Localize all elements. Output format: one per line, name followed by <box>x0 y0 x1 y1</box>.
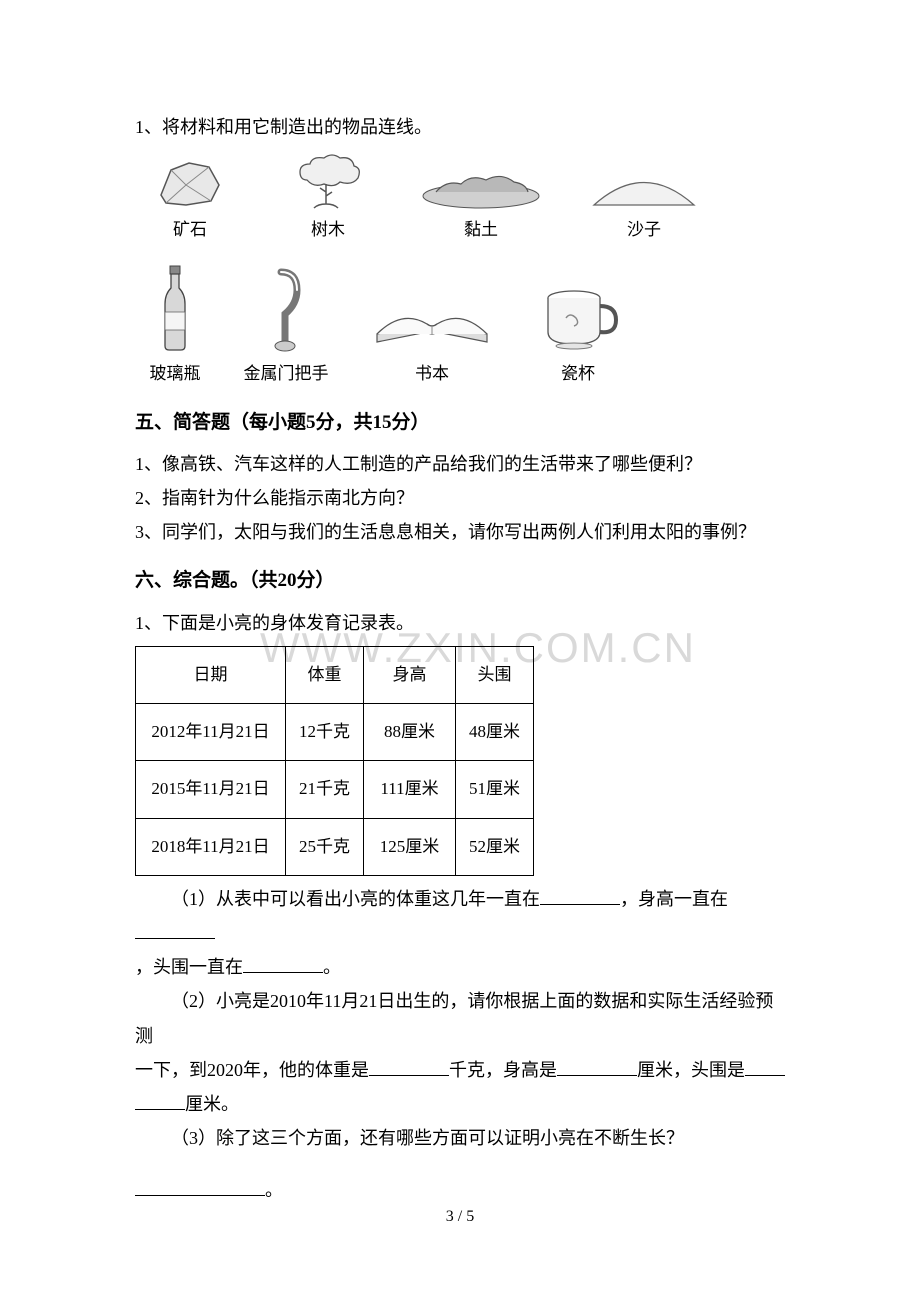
s6-sub3-tail: 。 <box>265 1180 283 1200</box>
s6-sub2-d: 厘米，头围是 <box>637 1060 745 1080</box>
clay-icon <box>416 162 546 210</box>
material-sand: 沙子 <box>579 165 709 246</box>
s5-q1: 1、像高铁、汽车这样的人工制造的产品给我们的生活带来了哪些便利？ <box>135 447 785 481</box>
material-ore: 矿石 <box>135 155 245 246</box>
table-row: 2015年11月21日 21千克 111厘米 51厘米 <box>136 761 534 818</box>
material-bottle: 玻璃瓶 <box>135 264 215 390</box>
s6-sub1-line1: （1）从表中可以看出小亮的体重这几年一直在 ，身高一直在 <box>135 882 785 950</box>
blank[interactable] <box>557 1056 637 1076</box>
s6-sub2-c: 千克，身高是 <box>449 1060 557 1080</box>
cell: 52厘米 <box>456 818 534 875</box>
handle-label: 金属门把手 <box>244 358 329 390</box>
growth-table: 日期 体重 身高 头围 2012年11月21日 12千克 88厘米 48厘米 2… <box>135 646 534 876</box>
s6-sub2-a: （2）小亮是2010年11月21日出生的，请你根据上面的数据和实际生活经验预测 <box>135 991 773 1045</box>
col-date: 日期 <box>136 646 286 703</box>
cell: 2015年11月21日 <box>136 761 286 818</box>
material-book: 书本 <box>357 284 507 390</box>
cell: 2018年11月21日 <box>136 818 286 875</box>
s6-sub1-b: ，身高一直在 <box>620 889 728 909</box>
s5-q3: 3、同学们，太阳与我们的生活息息相关，请你写出两例人们利用太阳的事例？ <box>135 515 785 549</box>
s6-sub3: （3）除了这三个方面，还有哪些方面可以证明小亮在不断生长？ <box>135 1121 785 1155</box>
table-row: 2018年11月21日 25千克 125厘米 52厘米 <box>136 818 534 875</box>
bottle-label: 玻璃瓶 <box>150 358 201 390</box>
s6-sub2-line3: 厘米。 <box>135 1087 785 1121</box>
cell: 21千克 <box>286 761 364 818</box>
s6-sub1-d: 。 <box>323 957 341 977</box>
s5-q2: 2、指南针为什么能指示南北方向？ <box>135 481 785 515</box>
cell: 88厘米 <box>364 704 456 761</box>
cell: 125厘米 <box>364 818 456 875</box>
cell: 111厘米 <box>364 761 456 818</box>
col-head: 头围 <box>456 646 534 703</box>
s6-sub2-e: 厘米。 <box>185 1094 239 1114</box>
s6-sub3-answer: 。 <box>135 1173 785 1207</box>
clay-label: 黏土 <box>464 214 498 246</box>
material-tree: 树木 <box>273 152 383 246</box>
blank[interactable] <box>745 1056 785 1076</box>
handle-icon <box>261 264 311 354</box>
cell: 12千克 <box>286 704 364 761</box>
growth-table-body: 2012年11月21日 12千克 88厘米 48厘米 2015年11月21日 2… <box>136 704 534 876</box>
blank[interactable] <box>369 1056 449 1076</box>
table-header-row: 日期 体重 身高 头围 <box>136 646 534 703</box>
bottle-icon <box>155 264 195 354</box>
sand-label: 沙子 <box>627 214 661 246</box>
cup-label: 瓷杯 <box>561 358 595 390</box>
cell: 48厘米 <box>456 704 534 761</box>
q4-1-text: 1、将材料和用它制造出的物品连线。 <box>135 110 785 144</box>
book-label: 书本 <box>415 358 449 390</box>
blank[interactable] <box>135 1090 185 1110</box>
ore-icon <box>151 155 229 210</box>
tree-label: 树木 <box>311 214 345 246</box>
s6-sub2-b: 一下，到2020年，他的体重是 <box>135 1060 369 1080</box>
s6-sub2-line1: （2）小亮是2010年11月21日出生的，请你根据上面的数据和实际生活经验预测 <box>135 984 785 1052</box>
ore-label: 矿石 <box>173 214 207 246</box>
cup-icon <box>536 284 621 354</box>
s6-sub1-line2: ，头围一直在 。 <box>135 950 785 984</box>
book-icon <box>367 284 497 354</box>
s6-sub1-a: （1）从表中可以看出小亮的体重这几年一直在 <box>171 889 540 909</box>
cell: 25千克 <box>286 818 364 875</box>
blank[interactable] <box>135 919 215 939</box>
table-row: 2012年11月21日 12千克 88厘米 48厘米 <box>136 704 534 761</box>
col-height: 身高 <box>364 646 456 703</box>
page-content: 1、将材料和用它制造出的物品连线。 矿石 树木 <box>135 110 785 1208</box>
cell: 51厘米 <box>456 761 534 818</box>
s6-intro: 1、下面是小亮的身体发育记录表。 <box>135 606 785 640</box>
section5-header: 五、简答题（每小题5分，共15分） <box>135 405 785 441</box>
blank[interactable] <box>135 1177 265 1197</box>
materials-row-top: 矿石 树木 黏土 <box>135 152 785 246</box>
material-handle: 金属门把手 <box>231 264 341 390</box>
blank[interactable] <box>243 953 323 973</box>
material-clay: 黏土 <box>411 162 551 246</box>
s6-sub2-line2: 一下，到2020年，他的体重是 千克，身高是 厘米，头围是 <box>135 1053 785 1087</box>
col-weight: 体重 <box>286 646 364 703</box>
sand-icon <box>584 165 704 210</box>
section6-header: 六、综合题。（共20分） <box>135 563 785 599</box>
material-cup: 瓷杯 <box>523 284 633 390</box>
growth-table-wrap: 日期 体重 身高 头围 2012年11月21日 12千克 88厘米 48厘米 2… <box>135 646 785 876</box>
s6-sub1-c: ，头围一直在 <box>135 957 243 977</box>
blank[interactable] <box>540 885 620 905</box>
materials-row-bottom: 玻璃瓶 金属门把手 书本 <box>135 264 785 390</box>
cell: 2012年11月21日 <box>136 704 286 761</box>
tree-icon <box>292 152 364 210</box>
